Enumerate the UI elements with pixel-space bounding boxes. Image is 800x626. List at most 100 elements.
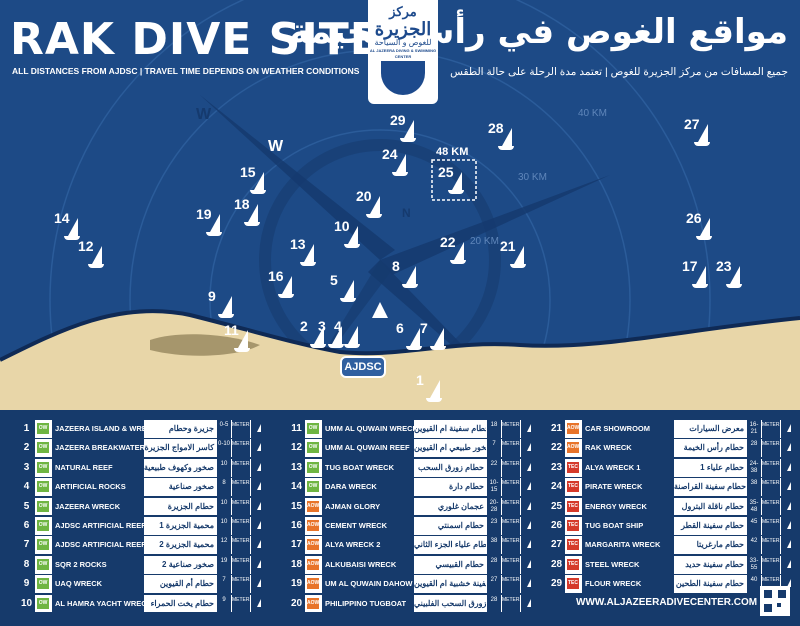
site-number: 3 xyxy=(318,318,326,334)
legend-depth: 28 xyxy=(747,439,761,458)
dive-site-marker[interactable]: 27 xyxy=(684,116,720,150)
website-link[interactable]: WWW.ALJAZEERADIVECENTER.COM xyxy=(576,597,758,608)
legend-depth: 7 xyxy=(487,439,501,458)
dive-site-marker[interactable]: 8 xyxy=(392,258,428,292)
site-number: 11 xyxy=(224,322,239,338)
ajdsc-base-marker[interactable]: AJDSC xyxy=(340,356,386,378)
dive-site-marker[interactable]: 22 xyxy=(440,234,476,268)
legend-depth-unit: METERS xyxy=(232,536,253,555)
dive-site-marker[interactable]: 18 xyxy=(234,196,270,230)
dive-site-marker[interactable]: 11 xyxy=(224,322,260,356)
legend-row: 29 TEC FLOUR WRECK حطام سفينة الطحين 40 METER… xyxy=(548,575,800,593)
legend-depth: 10 xyxy=(217,516,231,535)
legend-name-en: JAZEERA ISLAND & WRECK xyxy=(52,420,144,438)
legend-site-number: 10 xyxy=(18,594,35,613)
site-number: 24 xyxy=(382,146,398,162)
dive-site-marker[interactable]: 23 xyxy=(716,258,752,292)
dive-map: RAK DIVE SITES ALL DISTANCES FROM AJDSC … xyxy=(0,0,800,410)
boat-icon xyxy=(521,536,540,555)
legend-name-en: CEMENT WRECK xyxy=(322,516,414,535)
legend-level-badge: AOW xyxy=(307,578,319,590)
dive-site-marker[interactable]: 14 xyxy=(54,210,90,244)
legend-row: 23 TEC ALYA WRECK 1 حطام علياء 1 24-38 METERS xyxy=(548,458,800,477)
legend-row: 16 AOW CEMENT WRECK حطام اسمنتي 23 METERS xyxy=(288,516,540,535)
dive-site-marker[interactable]: 17 xyxy=(682,258,718,292)
dive-site-marker[interactable]: 9 xyxy=(208,288,244,322)
dive-site-marker[interactable]: 16 xyxy=(268,268,304,302)
legend-column-2: 11 OW UMM AL QUWAIN WRECK حطام سفينة ام الق… xyxy=(288,420,540,614)
boat-icon xyxy=(781,478,800,496)
boat-icon xyxy=(521,555,540,574)
site-number: 29 xyxy=(390,112,406,128)
legend-level-badge: AOW xyxy=(567,423,579,434)
legend-name-en: ALYA WRECK 2 xyxy=(322,536,414,555)
legend-depth: 40 xyxy=(747,575,761,593)
dive-site-marker[interactable]: 13 xyxy=(290,236,326,270)
legend-name-en: TUG BOAT WRECK xyxy=(322,458,414,477)
dive-site-marker[interactable]: 21 xyxy=(500,238,536,272)
legend-name-ar: حطام أم القيوين xyxy=(159,579,214,589)
legend-site-number: 16 xyxy=(288,516,305,535)
dive-site-marker[interactable]: 12 xyxy=(78,238,114,272)
dive-site-marker[interactable]: 20 xyxy=(356,188,392,222)
site-number: 18 xyxy=(234,196,250,212)
legend-name-en: AJMAN GLORY xyxy=(322,497,414,516)
sailboat-icon xyxy=(700,218,710,236)
dive-site-marker[interactable]: 19 xyxy=(196,206,232,240)
dive-site-marker[interactable]: 10 xyxy=(334,218,370,252)
legend-row: 28 TEC STEEL WRECK حطام سفينة حديد 33-55 METE… xyxy=(548,555,800,574)
logo-line-1: مركز xyxy=(389,4,417,19)
dive-site-marker[interactable]: 24 xyxy=(382,146,418,180)
legend-site-number: 26 xyxy=(548,516,565,535)
site-number: 10 xyxy=(334,218,350,234)
legend-depth-unit: METERS xyxy=(762,536,783,555)
legend-depth: 10 xyxy=(217,458,231,477)
boat-icon xyxy=(521,516,540,535)
boat-icon xyxy=(781,497,800,516)
site-number: 22 xyxy=(440,234,456,250)
sailboat-icon xyxy=(410,328,420,346)
legend-level-badge: OW xyxy=(37,519,49,531)
legend-site-number: 14 xyxy=(288,478,305,496)
title-en: RAK DIVE SITES xyxy=(10,14,414,65)
legend-name-en: DARA WRECK xyxy=(322,478,414,496)
boat-hull-icon xyxy=(406,346,422,350)
dive-site-marker[interactable]: 3 xyxy=(318,318,354,352)
dive-site-marker[interactable]: 25 xyxy=(438,164,474,198)
boat-hull-icon xyxy=(400,138,416,142)
legend-name-en: PIRATE WRECK xyxy=(582,478,674,496)
legend-site-number: 19 xyxy=(288,575,305,593)
boat-icon xyxy=(521,439,540,458)
legend-site-number: 25 xyxy=(548,497,565,516)
boat-icon xyxy=(251,594,270,613)
boat-hull-icon xyxy=(64,236,80,240)
site-number: 20 xyxy=(356,188,372,204)
legend-row: 4 OW ARTIFICIAL ROCKS صخور صناعية 8 METERS xyxy=(18,478,270,496)
boat-icon xyxy=(521,575,540,593)
legend-site-number: 27 xyxy=(548,536,565,555)
dive-site-marker[interactable]: 15 xyxy=(240,164,276,198)
dive-site-marker[interactable]: 5 xyxy=(330,272,366,306)
legend-depth-unit: METERS xyxy=(762,497,783,516)
dive-site-marker[interactable]: 7 xyxy=(420,320,456,354)
dive-site-marker[interactable]: 26 xyxy=(686,210,722,244)
legend-level-badge: TEC xyxy=(567,481,579,493)
legend-site-number: 9 xyxy=(18,575,35,593)
legend-row: 17 AOW ALYA WRECK 2 حطام علياء الجزء الثاني… xyxy=(288,536,540,555)
legend-name-en: PHILIPPINO TUGBOAT xyxy=(322,594,414,613)
legend-name-ar: عجمان غلوري xyxy=(437,501,484,511)
dive-site-marker[interactable]: 6 xyxy=(396,320,432,354)
dive-site-marker[interactable]: 4 xyxy=(334,318,370,352)
boat-icon xyxy=(781,555,800,574)
legend-depth: 10-15 xyxy=(487,478,501,496)
legend-name-en: ALKUBAISI WRECK xyxy=(322,555,414,574)
dive-site-marker[interactable]: 1 xyxy=(416,372,452,406)
dive-site-marker[interactable]: 29 xyxy=(390,112,426,146)
legend-level-badge: OW xyxy=(37,500,49,512)
legend-level-badge: AOW xyxy=(307,500,319,512)
dive-site-marker[interactable]: 28 xyxy=(488,120,524,154)
dive-site-marker[interactable]: 2 xyxy=(300,318,336,352)
legend-site-number: 21 xyxy=(548,420,565,438)
